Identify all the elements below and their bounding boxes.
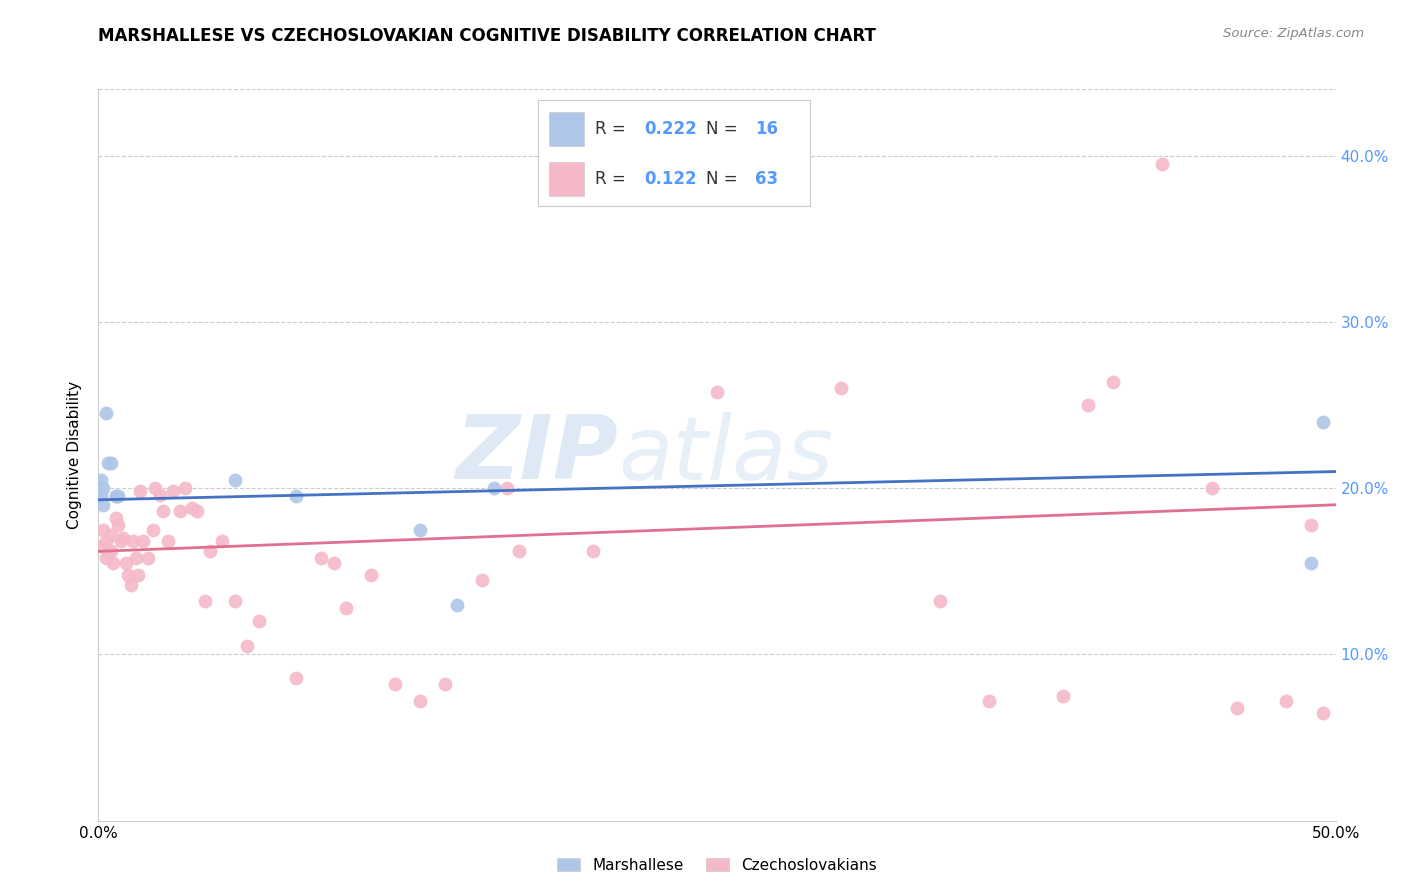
Point xyxy=(1102,375,1125,389)
Point xyxy=(94,406,117,420)
Point xyxy=(107,517,129,532)
Point xyxy=(508,544,530,558)
Point xyxy=(100,527,122,541)
Point xyxy=(104,490,127,504)
Point xyxy=(122,534,145,549)
Point xyxy=(285,490,308,504)
Point xyxy=(124,551,146,566)
Point xyxy=(127,567,149,582)
Point xyxy=(129,484,152,499)
Legend: Marshallese, Czechoslovakians: Marshallese, Czechoslovakians xyxy=(551,852,883,879)
Point xyxy=(360,567,382,582)
Point xyxy=(107,490,129,504)
Point xyxy=(1052,689,1074,703)
Point xyxy=(1299,517,1322,532)
Point xyxy=(706,384,728,399)
Point xyxy=(384,677,406,691)
Point xyxy=(156,534,179,549)
Point xyxy=(1312,706,1334,720)
Point xyxy=(484,481,506,495)
Text: atlas: atlas xyxy=(619,412,832,498)
Point xyxy=(103,556,125,570)
Point xyxy=(335,600,357,615)
Point xyxy=(236,639,259,653)
Point xyxy=(100,456,122,470)
Point xyxy=(409,523,432,537)
Point xyxy=(136,551,159,566)
Point xyxy=(93,523,115,537)
Point xyxy=(112,531,135,545)
Point xyxy=(142,523,165,537)
Point xyxy=(1226,700,1249,714)
Point xyxy=(409,694,432,708)
Point xyxy=(114,556,136,570)
Point xyxy=(194,594,217,608)
Point xyxy=(198,544,221,558)
Point xyxy=(830,381,852,395)
Point xyxy=(1275,694,1298,708)
Point xyxy=(1312,415,1334,429)
Point xyxy=(93,481,115,495)
Point xyxy=(97,544,120,558)
Point xyxy=(224,473,246,487)
Point xyxy=(94,551,117,566)
Point xyxy=(446,598,468,612)
Point xyxy=(582,544,605,558)
Point xyxy=(152,504,174,518)
Point xyxy=(309,551,332,566)
Point xyxy=(285,671,308,685)
Point xyxy=(100,544,122,558)
Point xyxy=(132,534,155,549)
Point xyxy=(1152,157,1174,171)
Point xyxy=(181,501,204,516)
Text: ZIP: ZIP xyxy=(456,411,619,499)
Point xyxy=(471,573,494,587)
Text: Source: ZipAtlas.com: Source: ZipAtlas.com xyxy=(1223,27,1364,40)
Y-axis label: Cognitive Disability: Cognitive Disability xyxy=(67,381,83,529)
Point xyxy=(979,694,1001,708)
Point xyxy=(104,511,127,525)
Text: MARSHALLESE VS CZECHOSLOVAKIAN COGNITIVE DISABILITY CORRELATION CHART: MARSHALLESE VS CZECHOSLOVAKIAN COGNITIVE… xyxy=(98,27,876,45)
Point xyxy=(1077,398,1099,412)
Point xyxy=(162,484,184,499)
Point xyxy=(90,490,112,504)
Point xyxy=(1201,481,1223,495)
Point xyxy=(928,594,950,608)
Point xyxy=(149,488,172,502)
Point xyxy=(93,498,115,512)
Point xyxy=(174,481,197,495)
Point xyxy=(247,614,270,628)
Point xyxy=(120,577,142,591)
Point xyxy=(90,473,112,487)
Point xyxy=(117,567,139,582)
Point xyxy=(90,539,112,553)
Point xyxy=(94,534,117,549)
Point xyxy=(211,534,233,549)
Point xyxy=(169,504,191,518)
Point xyxy=(322,556,344,570)
Point xyxy=(104,490,127,504)
Point xyxy=(495,481,517,495)
Point xyxy=(97,456,120,470)
Point xyxy=(110,534,132,549)
Point xyxy=(224,594,246,608)
Point xyxy=(143,481,166,495)
Point xyxy=(433,677,456,691)
Point xyxy=(1299,556,1322,570)
Point xyxy=(186,504,208,518)
